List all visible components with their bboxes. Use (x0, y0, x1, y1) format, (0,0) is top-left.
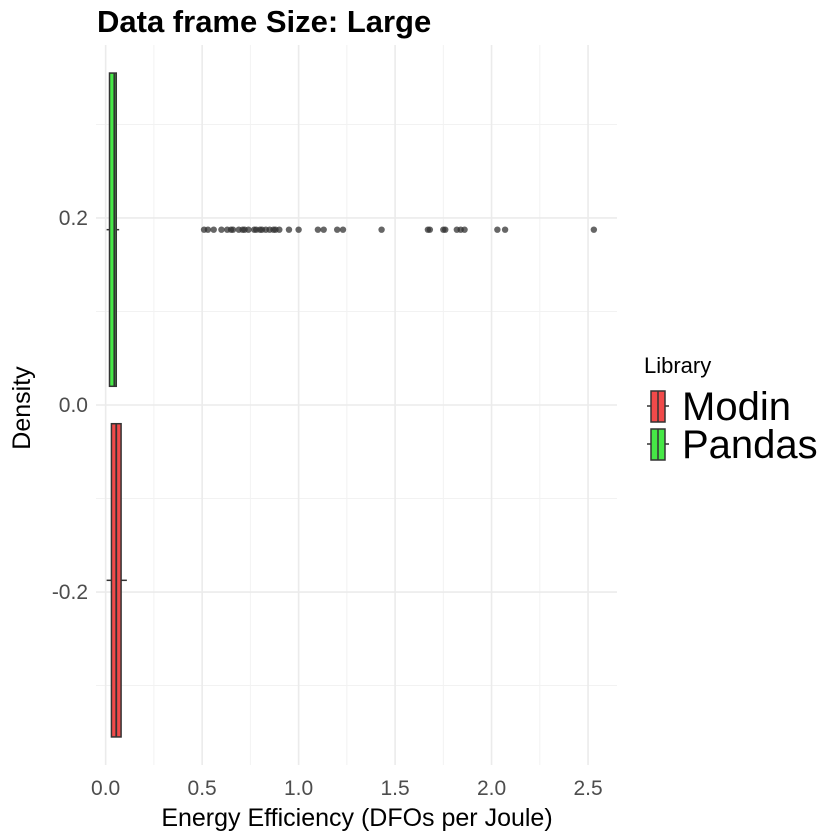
x-axis-ticks: 0.0 0.5 1.0 1.5 2.0 2.5 (91, 777, 603, 800)
outlier-point-pandas (320, 226, 327, 233)
outlier-point-pandas (461, 226, 468, 233)
chart-title: Data frame Size: Large (97, 4, 431, 39)
legend-label-pandas: Pandas (682, 423, 818, 467)
x-tick-label: 0.0 (91, 777, 120, 800)
boxplots (106, 72, 127, 738)
outlier-point-pandas (426, 226, 434, 233)
outlier-point-pandas (314, 226, 322, 233)
boxplot-pandas (106, 72, 120, 388)
y-tick-label: 0.0 (59, 394, 88, 417)
x-tick-label: 0.5 (188, 777, 217, 800)
outlier-point-pandas (204, 226, 212, 233)
legend-title: Library (644, 353, 711, 378)
x-tick-label: 2.5 (573, 777, 602, 800)
boxplot-modin (106, 422, 127, 738)
outlier-point-pandas (285, 226, 293, 233)
x-tick-label: 1.5 (380, 777, 409, 800)
y-axis-title: Density (8, 366, 36, 450)
outlier-point-pandas (210, 226, 217, 233)
x-tick-label: 1.0 (284, 777, 313, 800)
outlier-point-pandas (218, 226, 225, 233)
outlier-point-pandas (378, 226, 385, 233)
outlier-point-pandas (295, 226, 302, 233)
x-axis-title: Energy Efficiency (DFOs per Joule) (161, 804, 552, 832)
outlier-point-pandas (339, 226, 347, 233)
outlier-point-pandas (494, 226, 501, 233)
outlier-points (200, 226, 598, 233)
outlier-point-pandas (590, 226, 598, 233)
legend: Library Modin Pandas (644, 353, 818, 467)
y-tick-label: -0.2 (52, 581, 88, 604)
y-axis-ticks: -0.2 0.0 0.2 (52, 207, 88, 604)
box-pandas (108, 72, 118, 388)
outlier-point-pandas (276, 226, 283, 233)
outlier-point-pandas (229, 226, 237, 233)
legend-item-pandas: Pandas (647, 423, 818, 467)
outlier-point-pandas (501, 226, 509, 233)
legend-label-modin: Modin (682, 385, 791, 429)
outlier-point-pandas (334, 226, 341, 233)
y-tick-label: 0.2 (59, 207, 88, 230)
major-gridlines (96, 45, 617, 765)
outlier-point-pandas (245, 226, 252, 233)
x-tick-label: 2.0 (477, 777, 506, 800)
legend-item-modin: Modin (647, 385, 791, 429)
outlier-point-pandas (442, 226, 449, 233)
